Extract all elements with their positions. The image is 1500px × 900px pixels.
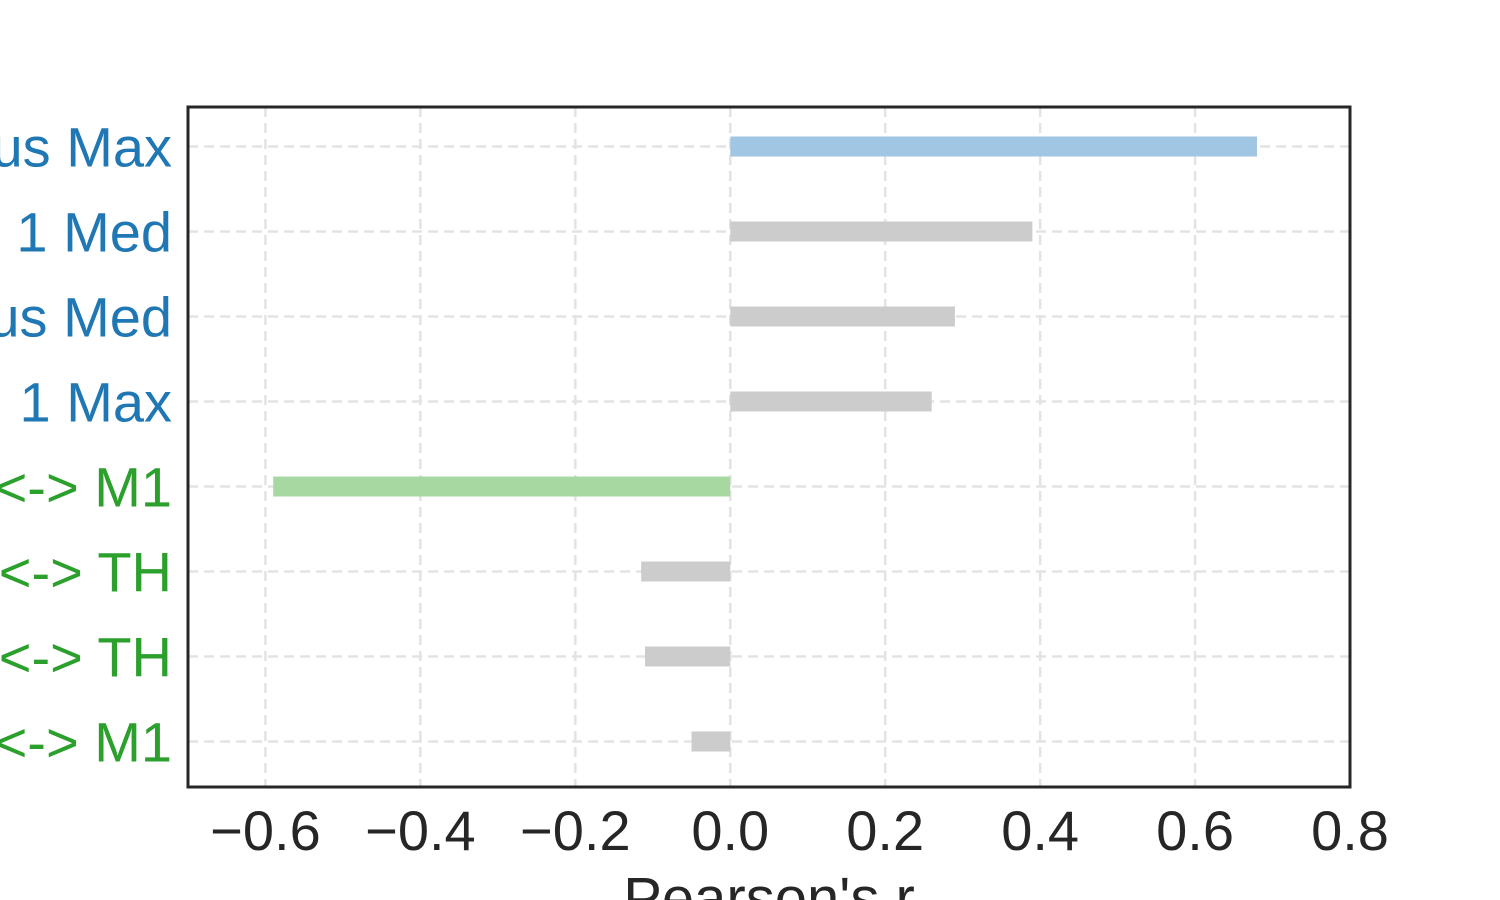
category-label: us Max [0, 116, 172, 179]
x-tick-label: 0.2 [846, 799, 924, 862]
category-label: <-> TH [0, 626, 172, 689]
x-tick-label: −0.2 [520, 799, 631, 862]
category-label: <-> M1 [0, 711, 172, 774]
bar [730, 221, 1033, 242]
bars [273, 136, 1258, 752]
x-tick-label: 0.6 [1156, 799, 1234, 862]
x-tick-label: −0.6 [210, 799, 321, 862]
bar [730, 391, 932, 412]
category-label: 1 Max [20, 371, 173, 434]
bar [273, 476, 731, 497]
category-label: 1 Med [16, 201, 172, 264]
category-label: us Med [0, 286, 172, 349]
x-tick-label: 0.8 [1311, 799, 1389, 862]
plot-frame [186, 105, 1352, 789]
category-label: <-> M1 [0, 456, 172, 519]
bar [730, 306, 955, 327]
category-label: <-> TH [0, 541, 172, 604]
x-tick-label: 0.0 [691, 799, 769, 862]
x-tick-label: −0.4 [365, 799, 476, 862]
bar [645, 646, 731, 667]
bar [641, 561, 731, 582]
bar [691, 731, 731, 752]
x-axis-title: Pearson's r [623, 866, 915, 900]
grid [188, 107, 1350, 787]
bar [730, 136, 1258, 157]
x-tick-label: 0.4 [1001, 799, 1079, 862]
category-labels: us Max 1 Med us Med 1 Max <-> M1 <-> TH <-> TH… [0, 116, 172, 774]
x-tick-labels: −0.6 −0.4 −0.2 0.0 0.2 0.4 0.6 0.8 [210, 799, 1389, 862]
